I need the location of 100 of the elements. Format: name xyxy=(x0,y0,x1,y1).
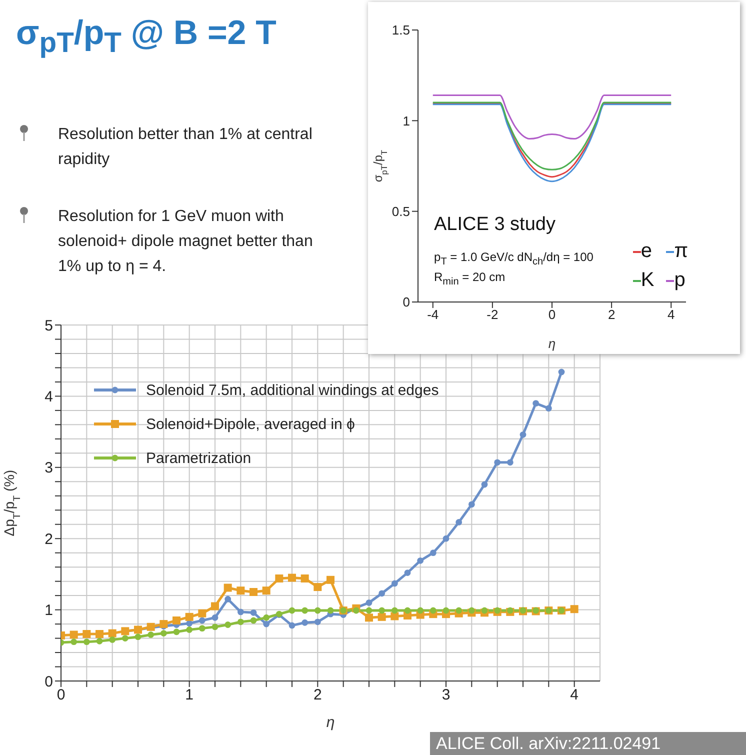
x-tick-label: 0 xyxy=(56,686,66,704)
point xyxy=(82,630,91,638)
point xyxy=(263,620,270,628)
point xyxy=(302,607,308,614)
point xyxy=(404,570,411,576)
chart-title: σ$_{pT}$/p$_{T}$ @ B =2 T xyxy=(16,14,276,59)
point xyxy=(224,596,232,602)
annotation: R$_{min}$ = 20 cm xyxy=(434,270,506,288)
x-tick-label: 2 xyxy=(313,686,322,704)
point xyxy=(378,607,386,614)
point xyxy=(352,607,360,614)
point xyxy=(185,612,194,621)
point xyxy=(417,607,424,614)
point xyxy=(288,574,296,582)
text: Resolution better than 1% at central rapidity xyxy=(58,126,312,168)
point xyxy=(456,519,462,526)
point xyxy=(275,574,284,582)
y-tick-label: 5 xyxy=(44,317,53,334)
y-tick-label: 0 xyxy=(402,294,410,310)
point xyxy=(122,635,128,642)
x-tick-label: -2 xyxy=(486,307,498,322)
legend-label: Parametrization xyxy=(146,450,252,466)
y-tick-label: 0 xyxy=(44,673,53,690)
point xyxy=(468,607,475,614)
point xyxy=(134,634,142,640)
point xyxy=(391,580,398,587)
annotation: p$_{T}$ = 1.0 GeV/c dN$_{ch}$/dη = 100 xyxy=(434,250,594,268)
point xyxy=(456,607,462,614)
point xyxy=(288,607,296,614)
point xyxy=(96,630,104,638)
y-tick-label: 3 xyxy=(44,460,53,477)
point xyxy=(506,459,514,466)
point xyxy=(314,618,321,626)
point xyxy=(263,614,270,621)
legend-label: Solenoid 7.5m, additional windings at edges xyxy=(146,382,439,398)
legend-label: p xyxy=(674,269,686,292)
point xyxy=(314,583,322,592)
point xyxy=(211,602,219,610)
point xyxy=(378,590,386,597)
point xyxy=(96,638,103,644)
point xyxy=(532,400,540,407)
point xyxy=(326,576,334,584)
point xyxy=(417,557,424,564)
x-tick-label: 4 xyxy=(570,686,579,704)
point xyxy=(570,605,578,614)
annotation: ALICE 3 study xyxy=(434,214,556,235)
point xyxy=(327,607,334,614)
x-axis-title: η xyxy=(326,714,335,731)
point xyxy=(83,638,90,646)
point xyxy=(442,535,450,542)
point xyxy=(430,607,436,614)
point xyxy=(70,638,78,646)
point xyxy=(545,405,552,412)
point xyxy=(212,614,218,621)
point xyxy=(70,630,78,639)
x-tick-label: 3 xyxy=(442,686,450,704)
x-axis-title: η xyxy=(548,336,556,351)
point xyxy=(520,431,526,438)
text: Resolution for 1 GeV muon with solenoid+ dipole magnet better than 1% up to η = 4. xyxy=(58,208,313,275)
y-tick-label: 0.5 xyxy=(392,204,410,219)
point xyxy=(378,612,386,621)
point xyxy=(494,459,501,466)
x-tick-label: 4 xyxy=(667,307,675,322)
point xyxy=(198,617,206,624)
point xyxy=(250,617,257,624)
point xyxy=(366,599,372,606)
point xyxy=(212,624,218,630)
legend-label: π xyxy=(674,240,688,263)
text: ALICE Coll. arXiv:2211.02491 xyxy=(436,734,661,753)
x-tick-label: 1 xyxy=(185,686,194,704)
point xyxy=(236,586,245,595)
point xyxy=(365,614,373,622)
point xyxy=(302,619,308,626)
point xyxy=(468,501,475,508)
point xyxy=(186,620,193,627)
point xyxy=(198,609,206,618)
y-tick-label: 4 xyxy=(44,388,53,406)
point xyxy=(224,584,232,592)
point xyxy=(160,630,167,636)
point xyxy=(172,616,180,624)
point xyxy=(224,622,232,628)
point xyxy=(250,609,257,616)
point xyxy=(481,607,488,614)
point xyxy=(314,607,321,614)
point xyxy=(173,628,180,636)
y-tick-label: 1.5 xyxy=(392,22,410,38)
point xyxy=(442,607,450,614)
point xyxy=(148,632,154,638)
point xyxy=(366,607,372,614)
point xyxy=(404,607,411,614)
legend-label: Solenoid+Dipole, averaged in ϕ xyxy=(146,416,355,432)
y-tick-label: 1 xyxy=(44,602,53,620)
line-series xyxy=(432,94,672,140)
point xyxy=(237,608,244,616)
point xyxy=(186,626,193,633)
point xyxy=(250,588,258,596)
point xyxy=(237,618,244,626)
y-tick-label: 2 xyxy=(44,530,53,548)
point xyxy=(558,368,565,376)
x-tick-label: -4 xyxy=(427,307,439,322)
